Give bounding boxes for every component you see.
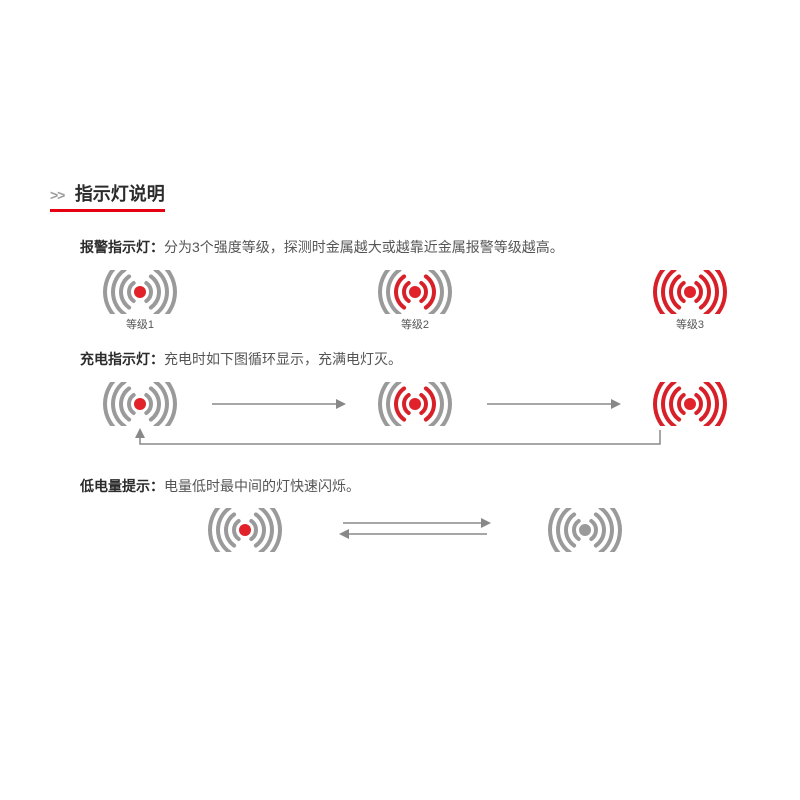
lowbatt-row <box>80 508 750 552</box>
arrow-bidir <box>335 513 495 548</box>
alarm-level-1: 等级1 <box>80 270 200 332</box>
alarm-label: 报警指示灯： <box>80 239 164 255</box>
alarm-desc: 分为3个强度等级，探测时金属越大或越靠近金属报警等级越高。 <box>164 239 564 255</box>
chevron-icon: >> <box>50 187 64 203</box>
lowbatt-state-off <box>525 508 645 552</box>
lowbatt-section: 低电量提示：电量低时最中间的灯快速闪烁。 <box>50 475 750 553</box>
section-header: >> 指示灯说明 <box>50 180 750 212</box>
alarm-level-2: 等级2 <box>355 270 475 332</box>
charge-row <box>80 382 750 426</box>
lowbatt-label: 低电量提示： <box>80 478 164 494</box>
charge-desc: 充电时如下图循环显示，充满电灯灭。 <box>164 351 402 367</box>
charge-label: 充电指示灯： <box>80 351 164 367</box>
arrow-right-1 <box>200 394 355 414</box>
level3-caption: 等级3 <box>676 316 704 332</box>
charge-state-2 <box>355 382 475 426</box>
charge-return-arrow <box>80 428 750 459</box>
charge-state-1 <box>80 382 200 426</box>
lowbatt-desc: 电量低时最中间的灯快速闪烁。 <box>164 478 360 494</box>
level1-caption: 等级1 <box>126 316 154 332</box>
charge-state-3 <box>630 382 750 426</box>
level2-caption: 等级2 <box>401 316 429 332</box>
alarm-section: 报警指示灯：分为3个强度等级，探测时金属越大或越靠近金属报警等级越高。 等级1 … <box>50 236 750 332</box>
charge-section: 充电指示灯：充电时如下图循环显示，充满电灯灭。 <box>50 348 750 459</box>
arrow-right-2 <box>475 394 630 414</box>
alarm-level-3: 等级3 <box>630 270 750 332</box>
lowbatt-state-on <box>185 508 305 552</box>
page-title: 指示灯说明 <box>75 184 165 204</box>
alarm-row: 等级1 等级2 等级3 <box>80 270 750 332</box>
